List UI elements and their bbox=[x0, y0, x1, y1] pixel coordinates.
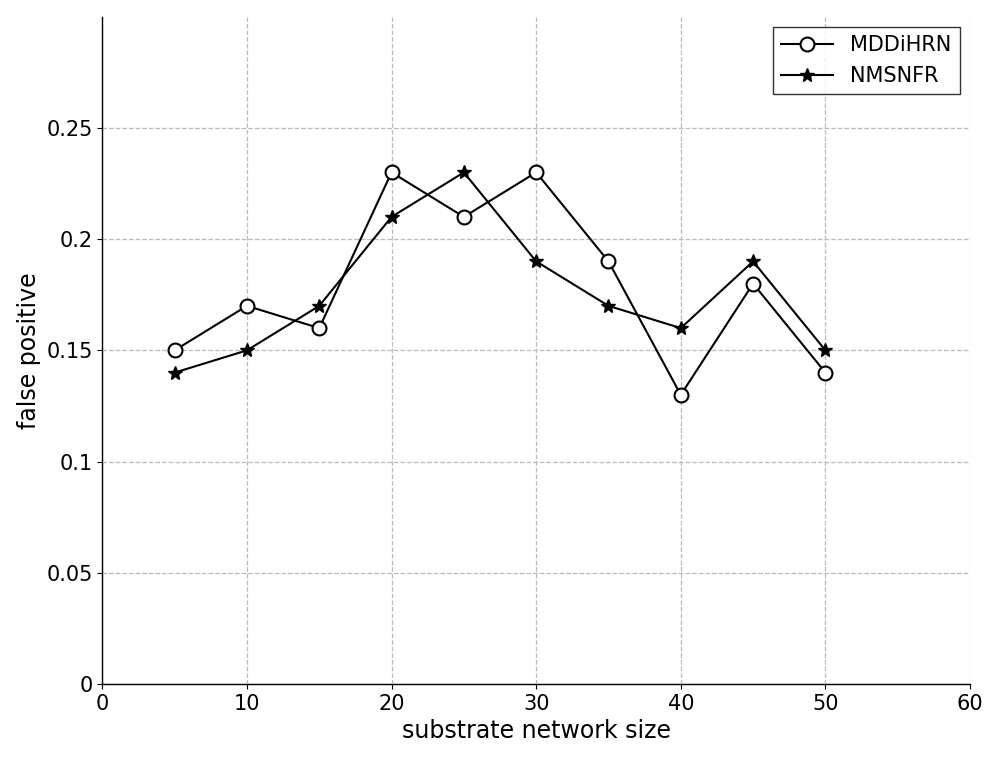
X-axis label: substrate network size: substrate network size bbox=[402, 719, 671, 743]
MDDiHRN bbox=[313, 324, 325, 333]
NMSNFR bbox=[530, 257, 542, 266]
NMSNFR bbox=[747, 257, 759, 266]
NMSNFR bbox=[386, 212, 398, 221]
MDDiHRN bbox=[169, 346, 181, 355]
MDDiHRN bbox=[747, 279, 759, 288]
MDDiHRN bbox=[675, 391, 687, 400]
Legend: MDDiHRN, NMSNFR: MDDiHRN, NMSNFR bbox=[773, 27, 960, 94]
MDDiHRN bbox=[241, 301, 253, 310]
NMSNFR bbox=[313, 301, 325, 310]
MDDiHRN bbox=[530, 168, 542, 177]
Y-axis label: false positive: false positive bbox=[17, 272, 41, 429]
NMSNFR bbox=[602, 301, 614, 310]
MDDiHRN bbox=[602, 257, 614, 266]
MDDiHRN bbox=[819, 368, 831, 377]
NMSNFR bbox=[169, 368, 181, 377]
NMSNFR bbox=[819, 346, 831, 355]
NMSNFR bbox=[458, 168, 470, 177]
Line: NMSNFR: NMSNFR bbox=[168, 166, 832, 379]
NMSNFR bbox=[241, 346, 253, 355]
MDDiHRN bbox=[386, 168, 398, 177]
Line: MDDiHRN: MDDiHRN bbox=[168, 166, 832, 402]
MDDiHRN bbox=[458, 212, 470, 221]
NMSNFR bbox=[675, 324, 687, 333]
